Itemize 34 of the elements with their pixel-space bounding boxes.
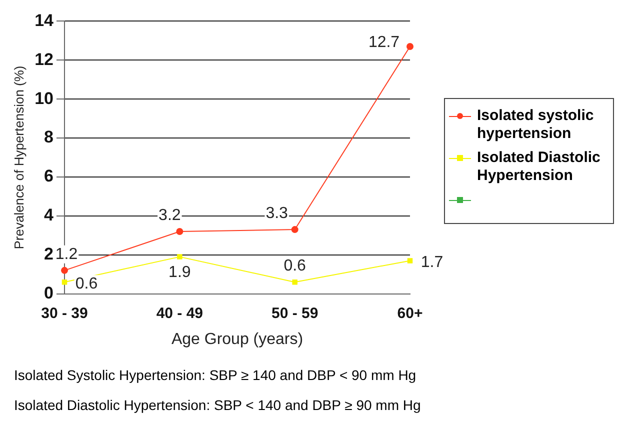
y-tick-label: 2 <box>44 244 54 264</box>
data-label: 0.6 <box>75 276 98 293</box>
x-tick-label: 60+ <box>397 304 423 322</box>
y-tick-label: 6 <box>44 166 54 186</box>
y-tick-label: 8 <box>44 128 54 147</box>
point <box>62 279 68 285</box>
data-label: 0.6 <box>284 258 306 275</box>
y-tick-label: 0 <box>44 283 54 302</box>
legend-label: Isolated Diastolic Hypertension <box>477 148 602 184</box>
point <box>176 228 184 235</box>
point <box>61 266 68 274</box>
point <box>292 279 298 285</box>
y-tick-label: 4 <box>44 206 54 225</box>
x-axis-title: Age Group (years) <box>171 330 304 348</box>
point <box>406 43 414 50</box>
y-axis-title: Prevalence of Hypertension (%) <box>11 66 26 250</box>
data-label: 1.9 <box>168 264 191 282</box>
data-label: 3.2 <box>158 206 181 224</box>
y-tick-label: 14 <box>34 10 54 30</box>
y-tick-label: 12 <box>34 50 54 69</box>
x-tick-label: 30 - 39 <box>41 304 88 322</box>
point <box>407 258 413 264</box>
data-label: 1.7 <box>420 254 444 272</box>
text: Isolated Diastolic Hypertension: SBP < 140 and DBP ≥ 90 mm Hg <box>14 397 422 413</box>
point <box>291 226 298 234</box>
data-label: 1.2 <box>55 246 78 263</box>
data-label: 12.7 <box>368 34 400 51</box>
legend-label: Isolated systolic hypertension <box>477 106 595 142</box>
x-tick-label: 40 - 49 <box>156 304 204 322</box>
text: Isolated Systolic Hypertension: SBP ≥ 140 and DBP < 90 mm Hg <box>14 367 418 383</box>
point <box>177 254 182 260</box>
x-tick-label: 50 - 59 <box>271 304 318 322</box>
data-label: 3.3 <box>266 204 288 222</box>
y-tick-label: 10 <box>34 88 54 108</box>
